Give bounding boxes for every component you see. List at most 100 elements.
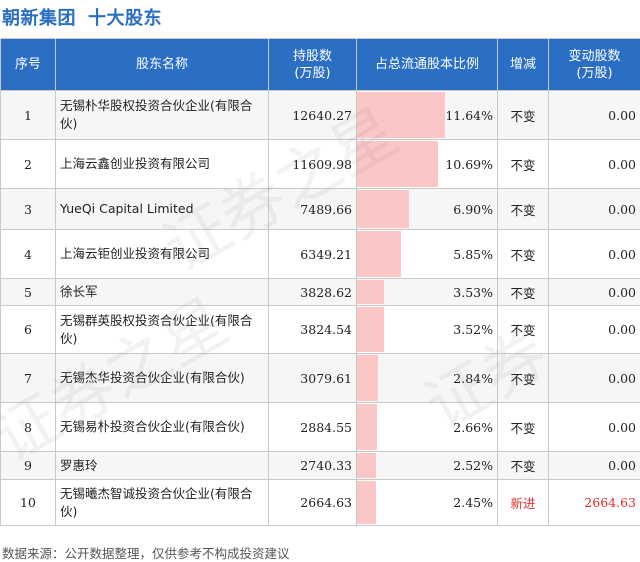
ratio-cell: 3.53% (356, 278, 498, 306)
ratio-cell: 10.69% (356, 139, 498, 189)
shares-held: 6349.21 (268, 229, 357, 279)
row-index: 9 (0, 451, 56, 480)
table-row: 6 无锡群英股权投资合伙企业(有限合伙) 3824.54 3.52% 不变 0.00 (0, 305, 640, 354)
table-row: 8 无锡易朴投资合伙企业(有限合伙) 2884.55 2.66% 不变 0.00 (0, 402, 640, 452)
ratio-cell: 2.84% (356, 353, 498, 403)
table-row: 4 上海云钜创业投资有限公司 6349.21 5.85% 不变 0.00 (0, 229, 640, 279)
ratio-percent: 2.45% (453, 495, 493, 510)
shareholder-name: 无锡易朴投资合伙企业(有限合伙) (55, 402, 269, 452)
ratio-bar (357, 307, 384, 352)
col-header-index: 序号 (0, 38, 56, 91)
col-header-delta: 变动股数 (万股) (548, 38, 640, 91)
ratio-percent: 11.64% (445, 107, 493, 123)
shares-held: 3079.61 (268, 353, 357, 403)
table-header-row: 序号 股东名称 持股数 (万股) 占总流通股本比例 增减 变动股数 (万股) (0, 38, 640, 91)
change-shares: 0.00 (548, 305, 640, 354)
ratio-cell: 3.52% (356, 305, 498, 354)
col-header-shares: 持股数 (万股) (268, 38, 357, 91)
change-shares: 0.00 (548, 402, 640, 452)
shares-held: 12640.27 (268, 90, 357, 140)
table-row: 5 徐长军 3828.62 3.53% 不变 0.00 (0, 278, 640, 306)
shares-held: 2664.63 (268, 479, 357, 526)
ratio-bar (357, 355, 378, 401)
change-status: 不变 (497, 188, 549, 230)
change-shares: 0.00 (548, 278, 640, 306)
change-shares: 0.00 (548, 139, 640, 189)
col-header-ratio: 占总流通股本比例 (356, 38, 498, 91)
ratio-cell: 2.52% (356, 451, 498, 480)
table-row: 1 无锡朴华股权投资合伙企业(有限合伙) 12640.27 11.64% 不变 0.00 (0, 90, 640, 140)
change-status: 新进 (497, 479, 549, 526)
data-source-note: 数据来源：公开数据整理，仅供参考不构成投资建议 (2, 546, 290, 561)
shareholder-name: 无锡群英股权投资合伙企业(有限合伙) (55, 305, 269, 354)
row-index: 8 (0, 402, 56, 452)
ratio-bar (357, 92, 445, 138)
ratio-cell: 2.66% (356, 402, 498, 452)
shares-held: 2884.55 (268, 402, 357, 452)
change-shares: 2664.63 (548, 479, 640, 526)
change-shares: 0.00 (548, 188, 640, 230)
table-row: 9 罗惠玲 2740.33 2.52% 不变 0.00 (0, 451, 640, 480)
shareholder-name: 无锡朴华股权投资合伙企业(有限合伙) (55, 90, 269, 140)
table-row: 3 YueQi Capital Limited 7489.66 6.90% 不变 0.00 (0, 188, 640, 230)
ratio-bar (357, 231, 401, 277)
change-status: 不变 (497, 305, 549, 354)
row-index: 2 (0, 139, 56, 189)
ratio-cell: 6.90% (356, 188, 498, 230)
shareholder-name: 无锡杰华投资合伙企业(有限合伙) (55, 353, 269, 403)
shares-held: 2740.33 (268, 451, 357, 480)
shares-held: 7489.66 (268, 188, 357, 230)
ratio-percent: 2.66% (453, 419, 493, 435)
change-shares: 0.00 (548, 90, 640, 140)
shareholder-name: YueQi Capital Limited (55, 188, 269, 230)
change-shares: 0.00 (548, 451, 640, 480)
change-status: 不变 (497, 139, 549, 189)
table-row: 2 上海云鑫创业投资有限公司 11609.98 10.69% 不变 0.00 (0, 139, 640, 189)
change-status: 不变 (497, 402, 549, 452)
ratio-bar (357, 481, 376, 524)
page-title: 朝新集团 十大股东 (2, 4, 162, 30)
row-index: 4 (0, 229, 56, 279)
ratio-percent: 10.69% (445, 156, 493, 172)
ratio-percent: 2.52% (453, 458, 493, 473)
shares-held: 3824.54 (268, 305, 357, 354)
shareholder-name: 上海云钜创业投资有限公司 (55, 229, 269, 279)
row-index: 7 (0, 353, 56, 403)
ratio-cell: 2.45% (356, 479, 498, 526)
shares-held: 3828.62 (268, 278, 357, 306)
ratio-percent: 6.90% (453, 201, 493, 217)
row-index: 3 (0, 188, 56, 230)
change-status: 不变 (497, 90, 549, 140)
shareholder-name: 上海云鑫创业投资有限公司 (55, 139, 269, 189)
change-shares: 0.00 (548, 229, 640, 279)
ratio-percent: 2.84% (453, 370, 493, 386)
row-index: 10 (0, 479, 56, 526)
title-bar: 朝新集团 十大股东 (0, 0, 640, 38)
row-index: 5 (0, 278, 56, 306)
row-index: 6 (0, 305, 56, 354)
shareholder-name: 无锡曦杰智诚投资合伙企业(有限合伙) (55, 479, 269, 526)
change-status: 不变 (497, 278, 549, 306)
top-ten-shareholders-table: 序号 股东名称 持股数 (万股) 占总流通股本比例 增减 变动股数 (万股) 1… (0, 38, 640, 526)
ratio-percent: 5.85% (453, 246, 493, 262)
col-header-name: 股东名称 (55, 38, 269, 91)
ratio-bar (357, 404, 377, 450)
company-name: 朝新集团 (2, 8, 76, 29)
ratio-cell: 5.85% (356, 229, 498, 279)
ratio-bar (357, 141, 438, 187)
change-status: 不变 (497, 451, 549, 480)
shareholder-name: 罗惠玲 (55, 451, 269, 480)
table-row: 7 无锡杰华投资合伙企业(有限合伙) 3079.61 2.84% 不变 0.00 (0, 353, 640, 403)
shares-held: 11609.98 (268, 139, 357, 189)
col-header-change: 增减 (497, 38, 549, 91)
ratio-bar (357, 453, 376, 478)
ratio-percent: 3.52% (453, 322, 493, 337)
change-shares: 0.00 (548, 353, 640, 403)
ratio-bar (357, 280, 384, 304)
table-row: 10 无锡曦杰智诚投资合伙企业(有限合伙) 2664.63 2.45% 新进 2664.6… (0, 479, 640, 526)
ratio-bar (357, 190, 409, 228)
ratio-cell: 11.64% (356, 90, 498, 140)
change-status: 不变 (497, 353, 549, 403)
change-status: 不变 (497, 229, 549, 279)
ratio-percent: 3.53% (453, 284, 493, 300)
